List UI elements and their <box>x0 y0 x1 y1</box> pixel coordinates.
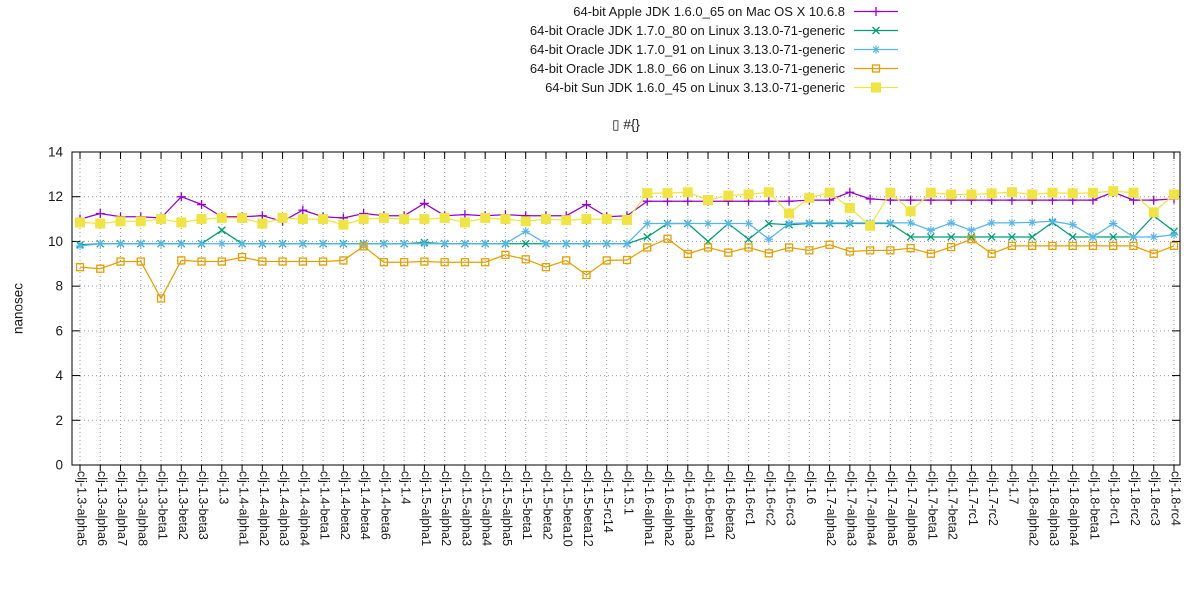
x-tick-label: clj-1.8-rc2 <box>1128 471 1142 526</box>
x-tick-label: clj-1.5-alpha4 <box>480 471 494 546</box>
x-tick-label: clj-1.7-beta2 <box>946 471 960 540</box>
open-square-marker <box>854 64 898 73</box>
series-4 <box>75 186 1179 231</box>
series-markers-3 <box>75 234 1179 303</box>
legend-item-4: 64-bit Sun JDK 1.6.0_45 on Linux 3.13.0-… <box>530 78 898 97</box>
x-tick-label: clj-1.6-beta2 <box>723 471 737 540</box>
x-tick-label: clj-1.7-rc2 <box>986 471 1000 526</box>
legend-label-1: 64-bit Oracle JDK 1.7.0_80 on Linux 3.13… <box>529 23 845 38</box>
x-tick-label: clj-1.5-beta2 <box>540 471 554 540</box>
x-tick-label: clj-1.4-beta4 <box>358 471 372 540</box>
plus-marker <box>854 7 898 16</box>
legend-label-4: 64-bit Sun JDK 1.6.0_45 on Linux 3.13.0-… <box>545 80 845 95</box>
legend-item-0: 64-bit Apple JDK 1.6.0_65 on Mac OS X 10… <box>530 2 898 21</box>
x-tick-label: clj-1.5-alpha1 <box>419 471 433 546</box>
x-tick-label: clj-1.3-alpha5 <box>75 471 89 546</box>
series-line-3 <box>79 237 1175 300</box>
x-tick-label: clj-1.4-alpha4 <box>297 471 311 546</box>
axes <box>71 151 1181 471</box>
x-tick-label: clj-1.7-alpha6 <box>905 471 919 546</box>
x-tick-label: clj-1.6-alpha2 <box>662 471 676 546</box>
legend-label-2: 64-bit Oracle JDK 1.7.0_91 on Linux 3.13… <box>529 42 845 57</box>
x-tick-label: clj-1.8-alpha2 <box>1027 471 1041 546</box>
x-tick-label: clj-1.6 <box>804 471 818 504</box>
x-tick-label: clj-1.5-rc14 <box>601 471 615 533</box>
x-tick-label: clj-1.4-beta1 <box>318 471 332 540</box>
x-tick-label: clj-1.7-alpha4 <box>865 471 879 546</box>
x-tick-label: clj-1.8-rc4 <box>1169 471 1183 526</box>
legend-item-2: 64-bit Oracle JDK 1.7.0_91 on Linux 3.13… <box>530 40 898 59</box>
legend-item-3: 64-bit Oracle JDK 1.8.0_66 on Linux 3.13… <box>530 59 898 78</box>
x-tick-labels: clj-1.3-alpha5 clj-1.3-alpha6 clj-1.3-alph… <box>75 471 1183 547</box>
x-tick-label: clj-1.5-beta12 <box>581 471 595 547</box>
y-tick-label: 6 <box>55 323 63 338</box>
y-tick-label: 8 <box>55 279 63 294</box>
y-tick-label: 12 <box>48 189 63 204</box>
cross-marker <box>854 26 898 35</box>
x-tick-label: clj-1.7-beta1 <box>925 471 939 540</box>
x-tick-label: clj-1.3-alpha7 <box>115 471 129 546</box>
x-tick-label: clj-1.8-beta1 <box>1087 471 1101 540</box>
x-tick-label: clj-1.7-rc1 <box>966 471 980 526</box>
y-tick-label: 4 <box>55 368 63 383</box>
x-tick-label: clj-1.3-beta2 <box>176 471 190 540</box>
x-tick-label: clj-1.6-rc3 <box>784 471 798 526</box>
chart-title: ▯ #{} <box>612 117 640 132</box>
x-tick-label: clj-1.5-beta10 <box>561 471 575 547</box>
x-tick-label: clj-1.3-beta3 <box>196 471 210 540</box>
x-tick-label: clj-1.8-rc3 <box>1148 471 1162 526</box>
x-tick-label: clj-1.5.1 <box>622 471 636 515</box>
x-tick-label: clj-1.5-beta1 <box>520 471 534 540</box>
legend-label-0: 64-bit Apple JDK 1.6.0_65 on Mac OS X 10… <box>573 4 845 19</box>
x-tick-label: clj-1.6-rc2 <box>763 471 777 526</box>
y-tick-labels: 0 2 4 6 8 10 12 14 <box>48 145 64 473</box>
chart-legend: 64-bit Apple JDK 1.6.0_65 on Mac OS X 10… <box>530 2 898 97</box>
x-tick-label: clj-1.4-alpha1 <box>237 471 251 546</box>
y-tick-label: 14 <box>48 145 64 160</box>
legend-item-1: 64-bit Oracle JDK 1.7.0_80 on Linux 3.13… <box>530 21 898 40</box>
x-tick-label: clj-1.4 <box>399 471 413 504</box>
x-tick-label: clj-1.7-alpha2 <box>824 471 838 546</box>
x-tick-label: clj-1.7-alpha3 <box>844 471 858 546</box>
x-tick-label: clj-1.7 <box>1006 471 1020 504</box>
x-tick-label: clj-1.7-alpha5 <box>885 471 899 546</box>
legend-label-3: 64-bit Oracle JDK 1.8.0_66 on Linux 3.13… <box>529 61 845 76</box>
x-tick-label: clj-1.3-alpha6 <box>95 471 109 546</box>
x-tick-label: clj-1.4-alpha2 <box>257 471 271 546</box>
x-tick-label: clj-1.6-beta1 <box>703 471 717 540</box>
x-tick-label: clj-1.3 <box>216 471 230 504</box>
series-markers-4 <box>75 186 1179 231</box>
x-tick-label: clj-1.8-alpha3 <box>1047 471 1061 546</box>
series-3 <box>75 234 1179 303</box>
x-tick-label: clj-1.6-alpha1 <box>642 471 656 546</box>
x-tick-label: clj-1.6-rc1 <box>743 471 757 526</box>
x-tick-label: clj-1.3-beta1 <box>156 471 170 540</box>
grid-lines <box>72 152 1180 465</box>
y-tick-label: 0 <box>55 458 63 473</box>
filled-square-marker <box>854 82 898 93</box>
asterisk-marker <box>854 45 898 54</box>
x-tick-label: clj-1.8-rc1 <box>1108 471 1122 526</box>
x-tick-label: clj-1.4-alpha3 <box>277 471 291 546</box>
x-tick-label: clj-1.5-alpha2 <box>439 471 453 546</box>
x-tick-label: clj-1.8-alpha4 <box>1067 471 1081 546</box>
x-tick-label: clj-1.4-beta2 <box>338 471 352 540</box>
x-tick-label: clj-1.4-beta6 <box>378 471 392 540</box>
x-tick-label: clj-1.3-alpha8 <box>135 471 149 546</box>
x-tick-label: clj-1.5-alpha5 <box>500 471 514 546</box>
x-tick-label: clj-1.6-alpha3 <box>682 471 696 546</box>
y-tick-label: 10 <box>48 234 63 249</box>
x-tick-label: clj-1.5-alpha3 <box>459 471 473 546</box>
y-tick-label: 2 <box>55 413 63 428</box>
